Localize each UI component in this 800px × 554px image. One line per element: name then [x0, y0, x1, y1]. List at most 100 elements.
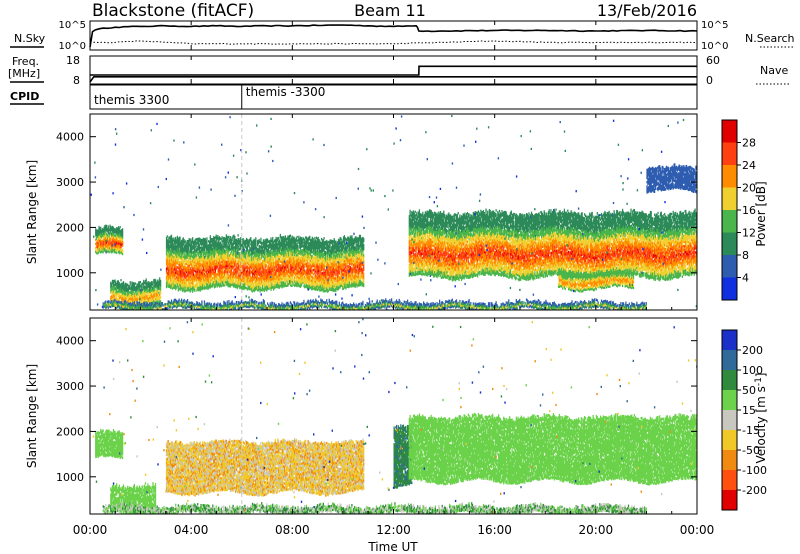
data-cell: [153, 303, 155, 307]
data-cell: [178, 241, 180, 244]
data-cell: [173, 272, 175, 275]
data-cell: [207, 244, 209, 248]
data-cell: [218, 284, 220, 287]
data-cell: [169, 257, 171, 260]
data-cell: [143, 292, 145, 295]
data-cell: [218, 243, 220, 246]
data-cell: [188, 254, 190, 257]
data-cell: [156, 290, 158, 294]
data-cell: [131, 299, 133, 303]
data-cell: [234, 268, 236, 271]
data-cell: [167, 240, 169, 243]
data-cell: [174, 255, 176, 259]
data-cell: [170, 234, 173, 238]
data-cell: [181, 278, 183, 281]
data-cell: [188, 244, 190, 247]
data-cell: [206, 261, 208, 265]
data-cell: [186, 262, 188, 266]
data-cell: [200, 273, 202, 276]
data-cell: [106, 248, 109, 251]
data-cell: [117, 302, 120, 306]
data-cell: [171, 244, 174, 247]
data-cell: [208, 251, 211, 254]
data-cell: [191, 263, 193, 266]
data-cell: [155, 290, 158, 293]
data-cell: [232, 276, 234, 279]
data-cell: [232, 241, 234, 244]
data-cell: [210, 274, 212, 278]
data-cell: [116, 243, 118, 246]
data-cell: [158, 297, 160, 300]
data-cell: [210, 254, 212, 257]
data-cell: [188, 260, 190, 263]
data-cell: [127, 295, 130, 298]
data-cell: [307, 261, 309, 265]
data-cell: [202, 277, 204, 280]
data-cell: [111, 250, 114, 253]
data-cell: [213, 283, 215, 286]
data-cell: [170, 283, 173, 287]
data-cell: [168, 285, 170, 288]
data-cell: [219, 266, 221, 270]
data-cell: [107, 229, 109, 232]
data-cell: [138, 289, 140, 292]
data-cell: [189, 255, 191, 258]
data-cell: [235, 265, 238, 268]
data-cell: [110, 230, 112, 233]
data-cell: [220, 280, 222, 284]
data-cell: [203, 284, 205, 288]
data-cell: [197, 272, 200, 275]
data-cell: [119, 248, 121, 251]
data-cell: [123, 296, 125, 300]
data-cell: [113, 238, 115, 242]
data-cell: [144, 302, 147, 305]
data-cell: [103, 234, 105, 238]
data-cell: [233, 252, 235, 256]
data-cell: [127, 297, 130, 300]
data-cell: [227, 254, 229, 257]
data-cell: [170, 279, 173, 283]
data-cell: [217, 241, 219, 244]
data-cell: [222, 249, 224, 253]
data-cell: [181, 254, 183, 257]
data-cell: [175, 259, 177, 262]
data-cell: [235, 240, 237, 244]
data-cell: [111, 246, 114, 249]
data-cell: [208, 257, 211, 260]
data-cell: [232, 257, 234, 261]
data-cell: [170, 273, 173, 276]
data-cell: [113, 248, 115, 252]
data-cell: [167, 244, 169, 247]
data-cell: [193, 264, 195, 268]
data-cell: [170, 244, 173, 248]
data-cell: [170, 281, 173, 285]
data-cell: [153, 291, 155, 294]
data-cell: [122, 299, 125, 302]
data-cell: [187, 274, 189, 278]
data-cell: [95, 232, 97, 235]
freq-left-label: Freq.: [12, 55, 39, 68]
data-cell: [182, 288, 184, 291]
data-cell: [118, 284, 120, 287]
data-cell: [224, 268, 227, 271]
data-cell: [111, 279, 114, 283]
data-cell: [208, 240, 211, 244]
data-cell: [229, 276, 231, 280]
data-cell: [213, 250, 215, 253]
data-cell: [136, 299, 138, 303]
data-cell: [197, 247, 200, 251]
data-cell: [203, 278, 205, 281]
data-cell: [96, 243, 98, 247]
data-cell: [167, 246, 169, 250]
data-cell: [216, 242, 218, 245]
data-cell: [120, 289, 122, 292]
data-cell: [215, 265, 217, 268]
data-cell: [127, 289, 130, 292]
data-cell: [195, 279, 197, 282]
data-cell: [205, 242, 207, 245]
data-cell: [188, 274, 190, 278]
data-cell: [196, 260, 198, 263]
data-cell: [188, 266, 190, 270]
data-cell: [138, 281, 140, 284]
data-cell: [148, 289, 150, 292]
